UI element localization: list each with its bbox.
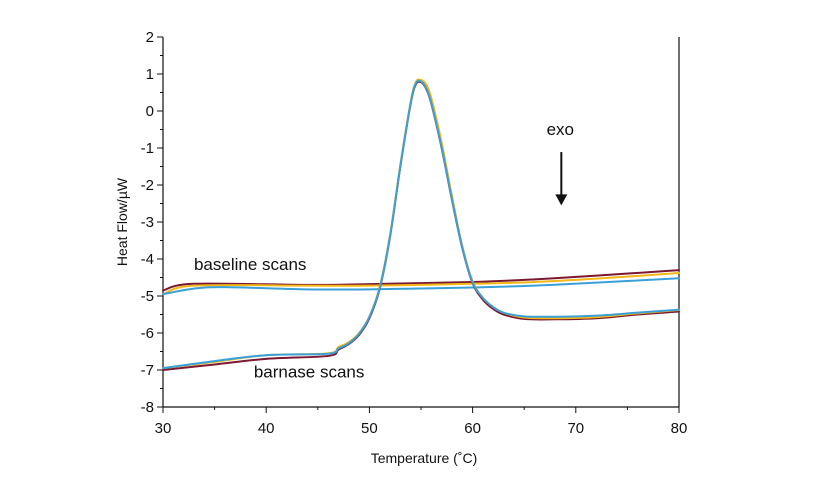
x-tick-label: 60 [464, 420, 481, 437]
x-tick-label: 80 [671, 420, 688, 437]
y-tick-label: 1 [146, 66, 154, 83]
y-tick-label: 2 [146, 29, 154, 46]
series-line-5 [162, 78, 680, 370]
y-axis-title: Heat Flow/µW [114, 177, 130, 266]
x-tick-label: 50 [361, 420, 378, 437]
series-line-6 [162, 79, 680, 370]
annotation-label-2: barnase scans [254, 362, 365, 381]
y-tick-label: -4 [141, 251, 154, 268]
x-tick-label: 40 [258, 420, 275, 437]
annotation-layer: baseline scans barnase scans exo [194, 120, 574, 381]
x-tick-label: 30 [155, 420, 172, 437]
y-tick-label: -2 [141, 177, 154, 194]
annotation-label-3: exo [547, 120, 574, 139]
series-line-3 [162, 277, 680, 296]
x-axis-title: Temperature (˚C) [371, 450, 478, 466]
y-tick-label: -5 [141, 288, 154, 305]
y-tick-label: -6 [141, 325, 154, 342]
exo-arrow-head [555, 194, 568, 206]
y-tick-label: -1 [141, 140, 154, 157]
y-tick-label: 0 [146, 103, 154, 120]
series-line-2 [162, 272, 680, 296]
x-tick-label: 70 [567, 420, 584, 437]
y-tick-label: -3 [141, 214, 154, 231]
axes: 2 1 0 -1 -2 -3 -4 -5 -6 -7 -830 40 50 60 70 80 [141, 29, 688, 437]
series-layer [162, 78, 680, 371]
y-tick-label: -8 [141, 399, 154, 416]
series-line-4 [162, 80, 680, 371]
series-line-1 [162, 269, 680, 292]
y-tick-label: -7 [141, 362, 154, 379]
annotation-label-1: baseline scans [194, 255, 306, 274]
